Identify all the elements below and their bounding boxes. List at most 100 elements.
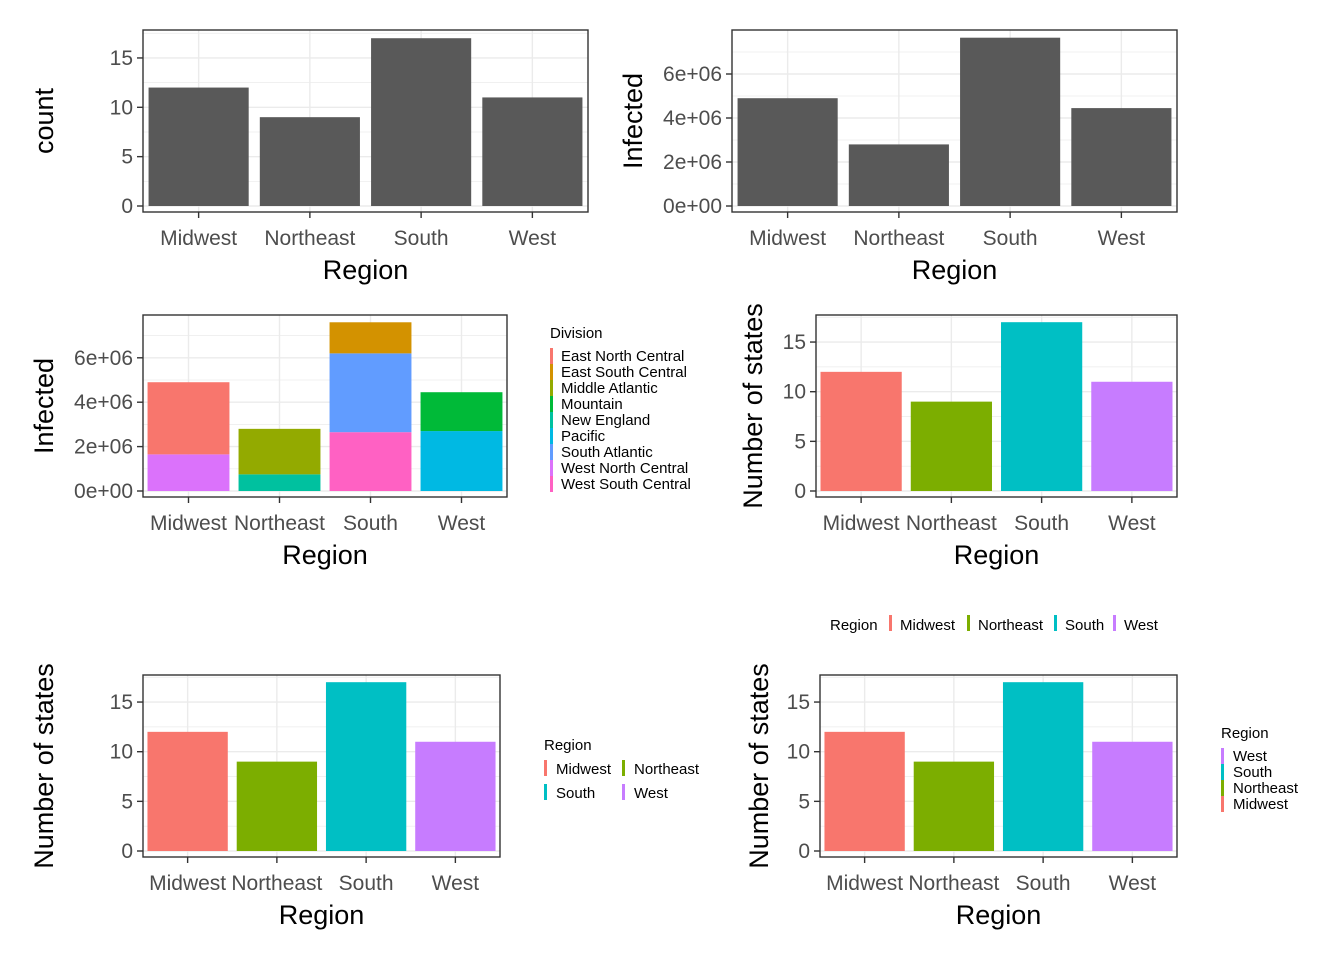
legend-label: South (1233, 764, 1272, 781)
bar-midwest (148, 87, 249, 206)
x-axis-title: Region (279, 900, 365, 930)
y-tick-label: 2e+06 (74, 436, 133, 459)
y-tick-label: 6e+06 (74, 347, 133, 370)
chart-panel-5: 0 5 10 15 Midwest Northeast South West Region Num… (29, 663, 501, 930)
x-tick-label: West (509, 227, 557, 250)
legend-key (550, 380, 553, 396)
legend-label: South (1065, 617, 1104, 634)
bar-northeast (236, 761, 318, 851)
bar-segment-middle-atlantic (238, 428, 321, 475)
x-tick-label: South (394, 227, 449, 250)
legend-label: Midwest (556, 761, 612, 778)
x-tick-label: South (339, 872, 394, 895)
chart-panel-3: 0e+00 2e+06 4e+06 6e+06 Midwest Northeast Sout… (29, 314, 508, 570)
bar-west (1071, 108, 1172, 206)
bar-west (415, 741, 496, 851)
legend-key (1221, 764, 1224, 780)
x-tick-label: Northeast (264, 227, 355, 250)
chart-panel-2: 0e+00 2e+06 4e+06 6e+06 Midwest Northeast Sout… (618, 29, 1178, 285)
legend-key (1054, 615, 1057, 631)
bar-segment-east-south-central (329, 322, 412, 354)
y-axis-title: count (29, 87, 59, 154)
bar-west (482, 97, 583, 206)
y-tick-label: 5 (121, 146, 133, 169)
legend-key (550, 460, 553, 476)
legend-key (967, 615, 970, 631)
y-tick-label: 10 (783, 381, 806, 404)
bar-south (1002, 682, 1084, 851)
legend-key (550, 396, 553, 412)
legend-key (1221, 780, 1224, 796)
x-axis-title: Region (956, 900, 1042, 930)
y-tick-label: 10 (110, 741, 133, 764)
legend-label: South Atlantic (561, 444, 653, 461)
legend-key (550, 444, 553, 460)
bar-segment-pacific (420, 431, 503, 491)
x-tick-label: Midwest (823, 512, 900, 535)
y-tick-label: 10 (110, 96, 133, 119)
bar-segment-new-england (238, 474, 321, 491)
y-tick-label: 5 (798, 790, 810, 813)
legend-label: West North Central (561, 460, 688, 477)
y-tick-label: 0e+00 (74, 480, 133, 503)
legend-label: East North Central (561, 348, 684, 365)
bar-west (1092, 741, 1173, 851)
y-tick-label: 0 (121, 195, 133, 218)
y-axis-title: Number of states (744, 663, 774, 869)
y-tick-label: 4e+06 (663, 107, 722, 130)
legend-key (550, 476, 553, 492)
x-tick-label: Midwest (826, 872, 903, 895)
y-tick-label: 15 (787, 691, 810, 714)
legend-label: South (556, 785, 595, 802)
bar-segment-east-north-central (147, 382, 230, 455)
y-tick-label: 5 (121, 790, 133, 813)
bar-northeast (259, 117, 360, 206)
y-tick-label: 15 (110, 691, 133, 714)
y-axis-title: Infected (618, 73, 648, 169)
y-tick-label: 0 (798, 840, 810, 863)
y-tick-label: 0 (794, 480, 806, 503)
bar-midwest (824, 731, 905, 851)
legend-key (622, 760, 625, 776)
legend-key (622, 784, 625, 800)
y-axis-title: Infected (29, 358, 59, 454)
x-axis-title: Region (323, 255, 409, 285)
x-tick-label: Midwest (150, 512, 227, 535)
legend-title: Division (550, 325, 603, 342)
bar-midwest (737, 98, 838, 206)
legend-label: West (634, 785, 669, 802)
x-axis-title: Region (954, 540, 1040, 570)
bar-south (960, 37, 1061, 207)
x-tick-label: South (1016, 872, 1071, 895)
panel-border (815, 314, 1178, 498)
bar-segment-mountain (420, 392, 503, 432)
y-tick-label: 15 (783, 331, 806, 354)
bar-midwest (820, 371, 902, 491)
legend-key (1221, 796, 1224, 812)
panel-border (731, 29, 1178, 213)
bar-west (1091, 381, 1173, 491)
panel-border (819, 674, 1178, 858)
y-tick-label: 6e+06 (663, 63, 722, 86)
chart-panel-6: 0 5 10 15 Midwest Northeast South West Region Num… (744, 663, 1178, 930)
x-tick-label: Midwest (749, 227, 826, 250)
x-tick-label: Midwest (160, 227, 237, 250)
legend-key (544, 760, 547, 776)
x-tick-label: West (1098, 227, 1146, 250)
x-tick-label: South (1014, 512, 1069, 535)
y-axis-title: Number of states (29, 663, 59, 869)
bar-south (371, 38, 472, 207)
legend-label: West (1124, 617, 1159, 634)
x-axis-title: Region (282, 540, 368, 570)
y-tick-label: 5 (794, 430, 806, 453)
legend-key (544, 784, 547, 800)
legend-key (550, 364, 553, 380)
bar-south (1001, 322, 1083, 491)
legend-label: Middle Atlantic (561, 380, 658, 397)
x-tick-label: South (983, 227, 1038, 250)
x-tick-label: Northeast (231, 872, 322, 895)
y-tick-label: 2e+06 (663, 151, 722, 174)
bar-segment-west-south-central (329, 432, 412, 491)
x-tick-label: Midwest (149, 872, 226, 895)
